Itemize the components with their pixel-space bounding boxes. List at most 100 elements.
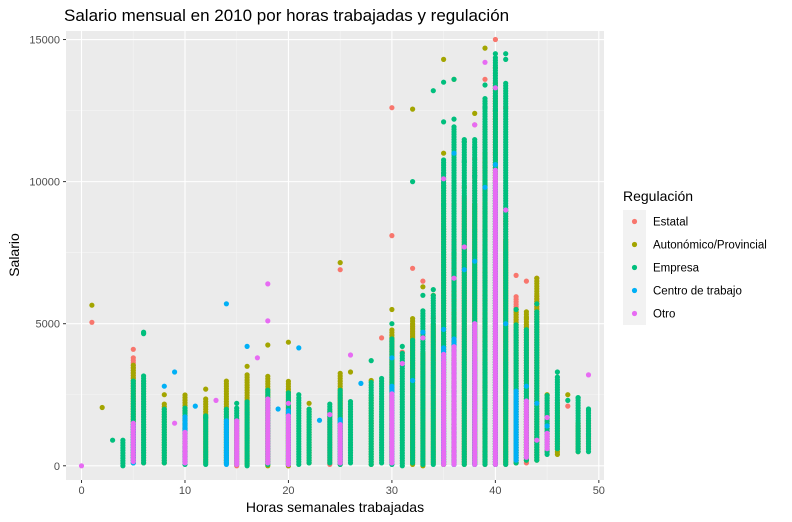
data-point <box>182 405 188 411</box>
data-point <box>410 337 416 343</box>
data-point <box>244 343 250 349</box>
data-point <box>265 387 271 393</box>
data-point <box>130 355 136 361</box>
data-point <box>358 380 364 386</box>
data-point <box>513 306 519 313</box>
data-point <box>472 137 478 143</box>
data-point <box>141 373 147 379</box>
data-point <box>482 184 488 190</box>
data-point <box>513 322 519 328</box>
data-point <box>89 302 95 308</box>
data-point <box>503 56 509 63</box>
data-point <box>410 106 416 112</box>
data-point <box>513 294 519 300</box>
data-point <box>420 308 426 314</box>
data-point <box>503 80 509 86</box>
data-point <box>285 339 291 345</box>
data-point <box>399 343 405 349</box>
data-point <box>441 326 447 332</box>
data-point <box>441 56 447 63</box>
data-point <box>130 378 136 384</box>
data-point <box>461 137 467 143</box>
data-point <box>89 319 95 325</box>
data-point <box>523 309 530 315</box>
data-point <box>130 362 136 368</box>
data-point <box>534 400 540 406</box>
data-point <box>472 258 478 264</box>
data-point <box>534 278 540 284</box>
data-point <box>492 36 498 43</box>
data-point <box>379 335 385 341</box>
data-point <box>265 373 271 379</box>
data-point <box>389 306 395 313</box>
data-point <box>306 406 312 412</box>
data-point <box>337 387 343 393</box>
data-point <box>389 105 395 111</box>
data-point <box>327 401 333 407</box>
data-point <box>99 404 105 411</box>
data-point <box>161 392 167 398</box>
data-point <box>410 316 416 322</box>
data-point <box>575 395 581 401</box>
data-point <box>389 233 395 239</box>
data-point <box>534 301 540 307</box>
data-point <box>337 370 343 376</box>
data-point <box>275 406 281 412</box>
data-point <box>389 336 395 342</box>
data-point <box>430 88 436 94</box>
data-points <box>78 36 592 469</box>
data-point <box>337 267 343 273</box>
data-point <box>347 399 354 405</box>
data-point <box>285 390 291 396</box>
grid-minor <box>66 31 604 480</box>
data-point <box>389 355 395 361</box>
data-point <box>441 150 447 156</box>
data-point <box>451 116 457 122</box>
data-point <box>523 327 530 333</box>
data-point <box>565 397 571 403</box>
data-point <box>523 383 530 389</box>
data-point <box>223 406 229 412</box>
data-point <box>451 150 457 156</box>
data-point <box>110 437 116 443</box>
data-point <box>503 321 509 327</box>
data-point <box>244 399 250 405</box>
data-point <box>441 157 447 163</box>
data-point <box>503 51 509 57</box>
data-point <box>523 278 530 284</box>
data-point <box>420 284 426 290</box>
data-point <box>544 393 550 399</box>
data-point <box>482 96 488 102</box>
data-point <box>316 417 323 423</box>
data-point <box>399 350 405 356</box>
data-point <box>296 345 302 351</box>
data-point <box>265 342 271 348</box>
data-point <box>410 265 416 271</box>
data-point <box>130 346 136 352</box>
data-point <box>203 413 209 419</box>
data-point <box>244 363 250 369</box>
data-point <box>120 437 126 443</box>
data-point <box>420 292 426 298</box>
data-point <box>347 369 354 375</box>
data-point <box>172 369 178 375</box>
data-point <box>285 378 291 384</box>
data-point <box>441 79 447 85</box>
data-point <box>482 45 488 51</box>
data-point <box>554 374 561 380</box>
data-point <box>161 406 167 412</box>
data-point <box>492 55 498 61</box>
data-point <box>482 82 488 88</box>
data-point <box>337 260 343 266</box>
data-point <box>420 278 426 284</box>
data-point <box>244 372 250 378</box>
data-point <box>534 309 540 315</box>
data-point <box>379 375 385 382</box>
data-point <box>368 358 374 364</box>
data-point <box>410 179 416 185</box>
data-point <box>203 386 209 392</box>
data-point <box>223 378 229 384</box>
data-point <box>203 396 209 402</box>
data-point <box>492 162 498 168</box>
